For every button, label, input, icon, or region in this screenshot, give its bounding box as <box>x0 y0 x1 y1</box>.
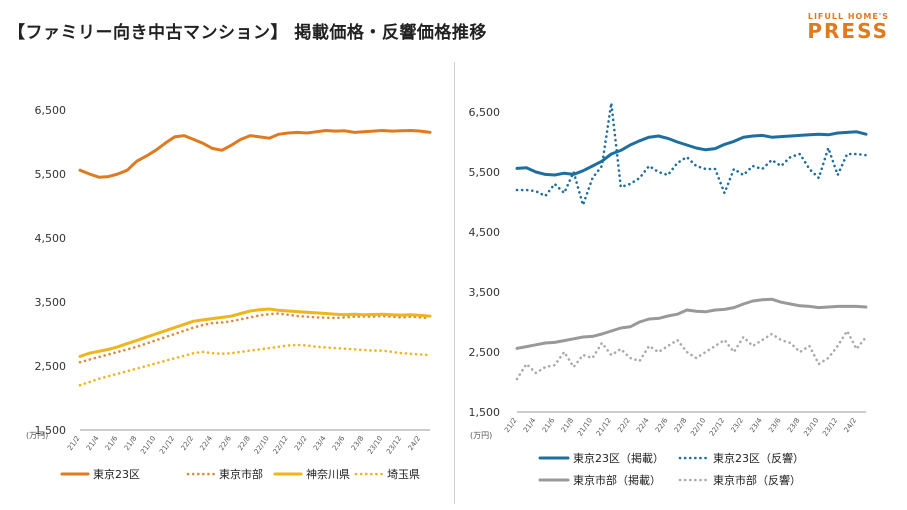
x-tick-label: 21/4 <box>522 416 538 434</box>
x-tick-label: 21/2 <box>66 435 82 452</box>
y-tick-label: 3,500 <box>35 296 67 309</box>
series-line-4 <box>78 343 432 387</box>
x-tick-label: 23/10 <box>366 435 384 456</box>
x-tick-label: 23/8 <box>350 435 366 452</box>
x-tick-label: 22/6 <box>654 416 670 434</box>
y-tick-label: 1,500 <box>35 424 67 437</box>
legend-label-2: 東京市部 <box>219 467 263 481</box>
legend-label-3: 神奈川県 <box>306 467 350 481</box>
x-tick-label: 23/12 <box>385 435 403 456</box>
y-tick-label: 3,500 <box>469 286 501 299</box>
x-tick-label: 21/10 <box>576 417 594 438</box>
x-tick-label: 21/6 <box>104 434 120 452</box>
legend-label-1: 東京23区（掲載） <box>573 451 664 465</box>
x-tick-label: 22/4 <box>198 434 214 452</box>
x-tick-label: 21/10 <box>139 435 157 456</box>
y-tick-label: 6,500 <box>469 106 501 119</box>
x-tick-label: 22/6 <box>217 434 233 452</box>
y-tick-label: 2,500 <box>35 360 67 373</box>
series-line-1 <box>515 130 868 177</box>
legend-label-2: 東京23区（反響） <box>713 451 804 465</box>
series-line-3 <box>78 307 432 358</box>
x-tick-label: 21/12 <box>595 417 613 438</box>
series-line-4 <box>515 329 868 381</box>
x-tick-label: 23/12 <box>821 417 839 438</box>
logo-small-text: LIFULL HOME'S <box>807 12 889 21</box>
y-tick-label: 1,500 <box>469 406 501 419</box>
x-tick-label: 22/8 <box>236 435 252 452</box>
x-tick-label: 22/10 <box>689 417 707 438</box>
page-title: 【ファミリー向き中古マンション】 掲載価格・反響価格推移 <box>8 23 487 43</box>
x-tick-label: 22/12 <box>272 435 290 456</box>
x-tick-label: 23/8 <box>786 417 802 434</box>
series-line-3 <box>515 297 868 350</box>
legend-label-1: 東京23区 <box>93 467 140 481</box>
panel-divider <box>454 62 455 504</box>
x-tick-label: 23/2 <box>729 417 745 434</box>
series-line-2 <box>515 101 868 207</box>
x-tick-label: 21/4 <box>85 434 101 452</box>
series-line-2 <box>78 312 432 364</box>
y-tick-label: 2,500 <box>469 346 501 359</box>
x-tick-label: 24/2 <box>843 417 859 434</box>
y-tick-label: 4,500 <box>35 232 67 245</box>
legend-label-3: 東京市部（掲載） <box>573 473 661 487</box>
brand-logo: LIFULL HOME'S PRESS <box>807 12 889 41</box>
x-tick-label: 23/4 <box>748 416 764 434</box>
unit-label: (万円) <box>470 431 492 440</box>
x-tick-label: 21/2 <box>503 417 519 434</box>
y-tick-label: 4,500 <box>469 226 501 239</box>
x-tick-label: 23/2 <box>293 435 309 452</box>
x-tick-label: 23/6 <box>331 434 347 452</box>
logo-big-text: PRESS <box>807 19 889 43</box>
x-tick-label: 22/2 <box>180 435 196 452</box>
x-tick-label: 23/10 <box>802 417 820 438</box>
x-tick-label: 24/2 <box>407 435 423 452</box>
y-tick-label: 5,500 <box>469 166 501 179</box>
x-tick-label: 21/8 <box>560 417 576 434</box>
legend-label-4: 埼玉県 <box>387 467 420 481</box>
x-tick-label: 21/12 <box>158 435 176 456</box>
x-tick-label: 23/4 <box>312 434 328 452</box>
y-tick-label: 6,500 <box>35 104 67 117</box>
x-tick-label: 21/6 <box>541 416 557 434</box>
x-tick-label: 22/12 <box>708 417 726 438</box>
x-tick-label: 22/4 <box>635 416 651 434</box>
x-tick-label: 22/10 <box>253 435 271 456</box>
y-tick-label: 5,500 <box>35 168 67 181</box>
legend-label-4: 東京市部（反響） <box>713 473 801 487</box>
x-tick-label: 21/8 <box>123 435 139 452</box>
x-tick-label: 22/2 <box>616 417 632 434</box>
series-line-1 <box>78 129 432 179</box>
x-tick-label: 22/8 <box>673 417 689 434</box>
x-tick-label: 23/6 <box>767 416 783 434</box>
unit-label: (万円) <box>26 431 48 440</box>
